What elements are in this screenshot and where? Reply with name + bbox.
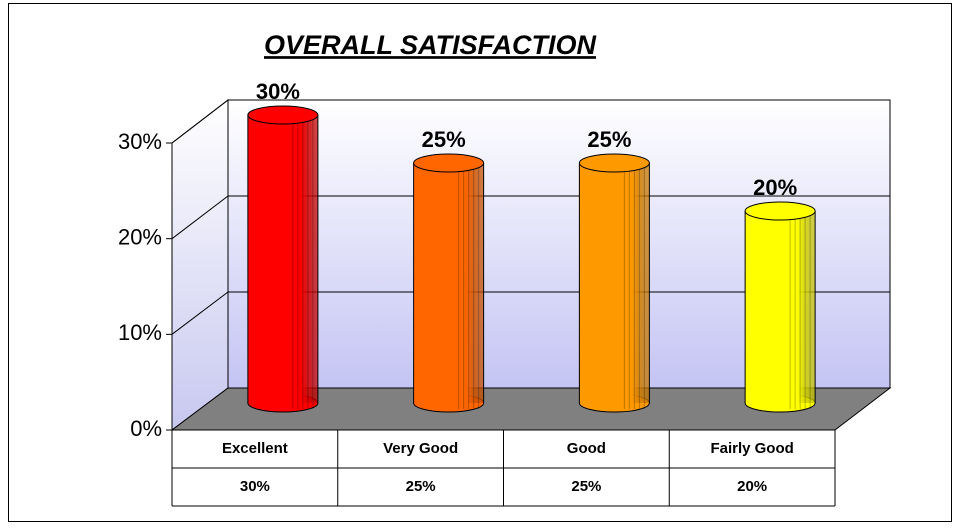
y-tick-label: 20%: [118, 224, 162, 249]
floor: [170, 387, 892, 431]
bar-top: [744, 201, 816, 221]
x-tick-label: Good: [567, 440, 606, 457]
grid-line: [171, 291, 229, 335]
bar-shade: [247, 115, 318, 403]
bar-top: [247, 105, 319, 125]
y-tick-label: 30%: [118, 129, 162, 154]
bar-top: [413, 153, 485, 173]
table-value: 30%: [240, 478, 270, 495]
bar-shade: [579, 163, 650, 403]
x-tick-label: Fairly Good: [710, 440, 793, 457]
x-tick-label: Excellent: [222, 440, 288, 457]
side-wall: [171, 98, 229, 431]
bar-shade: [745, 211, 816, 403]
data-label: 30%: [256, 79, 300, 104]
y-tick-label: 10%: [118, 320, 162, 345]
table-value: 25%: [571, 478, 601, 495]
grid-line: [171, 195, 229, 240]
table-value: 25%: [406, 478, 436, 495]
chart-title: OVERALL SATISFACTION: [264, 30, 597, 60]
bar-top: [578, 153, 650, 173]
bar-shade: [413, 163, 484, 403]
data-label: 20%: [753, 175, 797, 200]
x-tick-label: Very Good: [383, 440, 458, 457]
y-tick-label: 0%: [130, 416, 162, 441]
grid-line: [171, 99, 229, 144]
table-value: 20%: [737, 478, 767, 495]
data-label: 25%: [587, 127, 631, 152]
data-label: 25%: [422, 127, 466, 152]
